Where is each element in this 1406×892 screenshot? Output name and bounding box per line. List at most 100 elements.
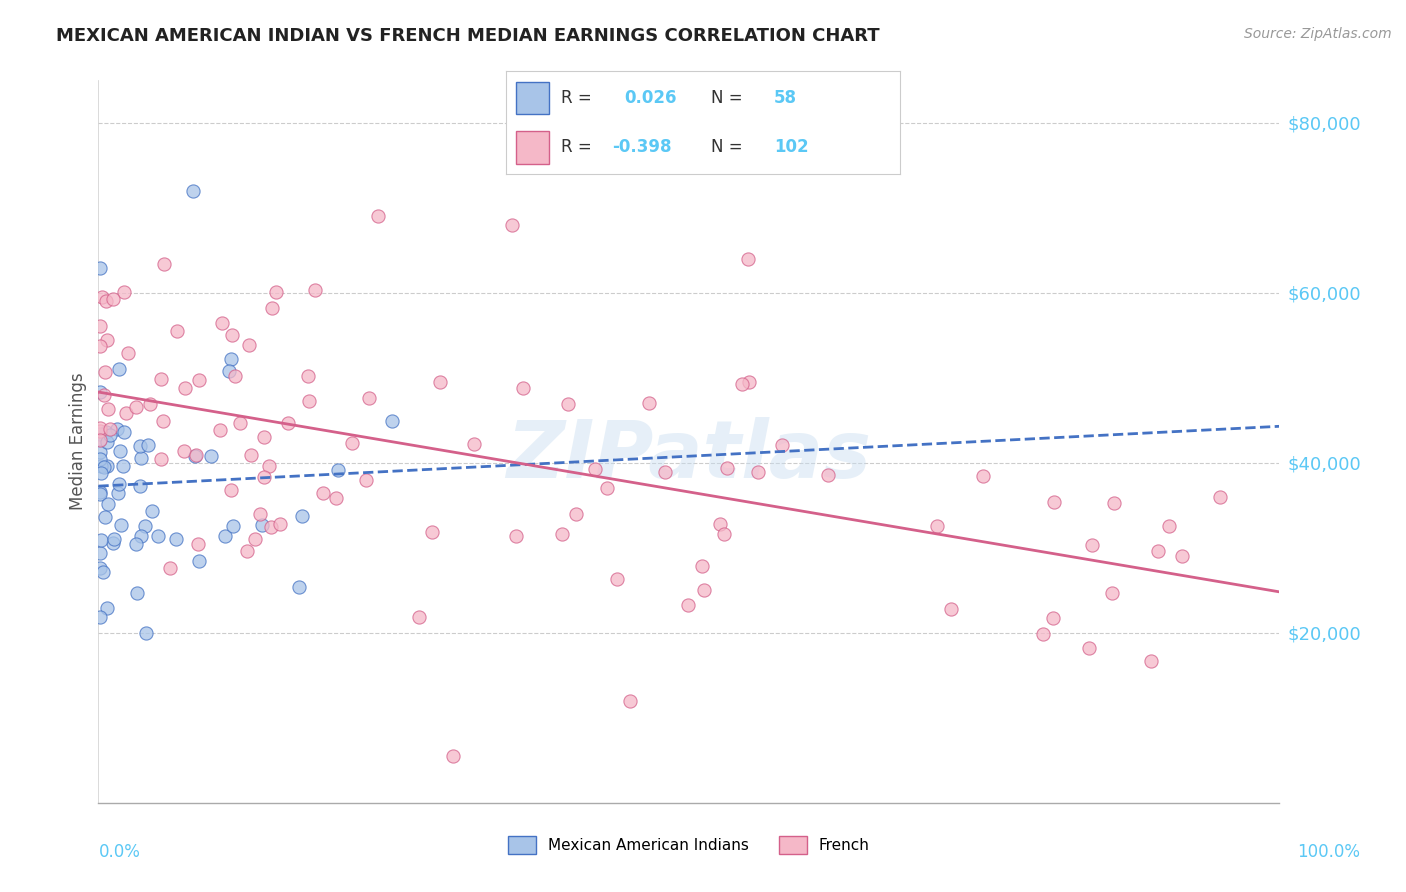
Text: 100.0%: 100.0% bbox=[1298, 843, 1360, 861]
Point bbox=[209, 423, 232, 437]
Point bbox=[606, 573, 628, 587]
Point bbox=[188, 554, 211, 568]
Point bbox=[108, 362, 131, 376]
Point bbox=[93, 388, 115, 402]
Point bbox=[152, 257, 174, 271]
Point bbox=[1101, 586, 1123, 600]
Point bbox=[1042, 611, 1064, 625]
Point bbox=[221, 328, 243, 343]
Point bbox=[150, 452, 173, 467]
Point bbox=[184, 450, 207, 464]
Point bbox=[89, 433, 111, 447]
Point bbox=[89, 420, 111, 434]
Point bbox=[96, 425, 118, 440]
Point bbox=[125, 400, 148, 414]
Text: ZIPatlas: ZIPatlas bbox=[506, 417, 872, 495]
Point bbox=[441, 749, 464, 764]
Point bbox=[1081, 538, 1104, 552]
Point bbox=[89, 487, 111, 501]
Point bbox=[551, 527, 574, 541]
Point bbox=[1032, 627, 1054, 641]
Point bbox=[219, 352, 242, 367]
Point bbox=[222, 518, 245, 533]
Point bbox=[93, 565, 115, 579]
Point bbox=[115, 406, 138, 420]
Point bbox=[200, 449, 222, 463]
Text: 102: 102 bbox=[773, 138, 808, 156]
Point bbox=[110, 517, 132, 532]
Point bbox=[243, 532, 266, 546]
Point bbox=[125, 537, 148, 551]
Point bbox=[224, 369, 246, 384]
Point bbox=[93, 365, 115, 379]
Point bbox=[89, 561, 111, 575]
Point bbox=[709, 516, 731, 531]
Point bbox=[103, 532, 125, 546]
Point bbox=[89, 484, 111, 499]
Point bbox=[107, 477, 129, 491]
Text: R =: R = bbox=[561, 138, 598, 156]
Point bbox=[181, 184, 204, 198]
Text: -0.398: -0.398 bbox=[613, 138, 672, 156]
Point bbox=[98, 428, 121, 442]
Point bbox=[304, 283, 326, 297]
Point bbox=[96, 435, 118, 450]
Point bbox=[340, 435, 363, 450]
Point bbox=[381, 414, 404, 428]
Point bbox=[747, 465, 769, 479]
Point bbox=[249, 507, 271, 521]
Point bbox=[89, 260, 111, 275]
Point bbox=[96, 600, 118, 615]
Point bbox=[141, 504, 163, 518]
Point bbox=[100, 422, 122, 436]
Point bbox=[94, 509, 117, 524]
Point bbox=[90, 533, 112, 548]
Point bbox=[89, 384, 111, 399]
Point bbox=[1208, 490, 1230, 504]
Point bbox=[187, 373, 209, 387]
Text: MEXICAN AMERICAN INDIAN VS FRENCH MEDIAN EARNINGS CORRELATION CHART: MEXICAN AMERICAN INDIAN VS FRENCH MEDIAN… bbox=[56, 27, 880, 45]
Point bbox=[129, 439, 152, 453]
Point bbox=[187, 537, 209, 551]
Point bbox=[312, 486, 335, 500]
Point bbox=[101, 535, 124, 549]
Point bbox=[218, 363, 240, 377]
Point bbox=[713, 527, 735, 541]
Point bbox=[693, 583, 716, 598]
Point bbox=[1170, 549, 1192, 563]
Point bbox=[89, 610, 111, 624]
Point bbox=[89, 424, 111, 438]
Point bbox=[211, 316, 233, 330]
Point bbox=[1104, 496, 1126, 510]
Point bbox=[184, 448, 207, 462]
Point bbox=[817, 468, 839, 483]
Point bbox=[429, 375, 451, 389]
Point bbox=[619, 694, 641, 708]
Point bbox=[110, 443, 132, 458]
Point bbox=[356, 474, 378, 488]
Point bbox=[96, 459, 118, 474]
Point bbox=[253, 470, 276, 484]
Point bbox=[96, 293, 118, 308]
Text: R =: R = bbox=[561, 89, 598, 107]
Point bbox=[90, 466, 112, 480]
Point bbox=[596, 481, 619, 495]
Point bbox=[97, 497, 120, 511]
Point bbox=[112, 285, 135, 299]
Point bbox=[229, 417, 252, 431]
Point bbox=[240, 448, 263, 462]
Point bbox=[219, 483, 242, 497]
Point bbox=[90, 459, 112, 474]
Point bbox=[89, 339, 111, 353]
FancyBboxPatch shape bbox=[516, 131, 550, 163]
Point bbox=[408, 610, 430, 624]
Point bbox=[260, 520, 283, 534]
Point bbox=[737, 252, 759, 266]
Point bbox=[1147, 544, 1170, 558]
Point bbox=[738, 375, 761, 389]
Point bbox=[89, 433, 111, 447]
Point bbox=[420, 524, 443, 539]
Point bbox=[297, 369, 319, 384]
Point bbox=[97, 402, 120, 417]
Point bbox=[1157, 518, 1180, 533]
